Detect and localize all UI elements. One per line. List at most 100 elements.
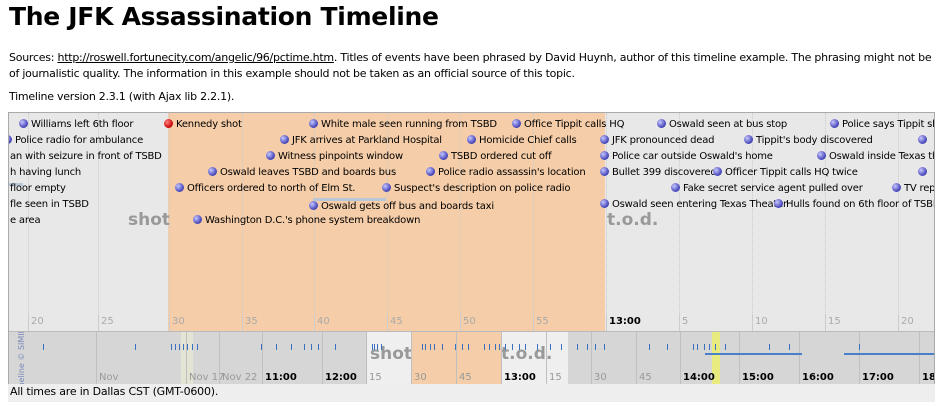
- overview-event-marker: [276, 344, 277, 350]
- overview-tick: 13:00: [501, 332, 536, 385]
- event-dot-icon: [817, 151, 826, 160]
- event-label: TV rep: [904, 183, 934, 194]
- timeline-event[interactable]: Washington D.C.'s phone system breakdown: [193, 214, 420, 228]
- timeline-event[interactable]: Williams left 6th floor: [19, 118, 133, 132]
- overview-event-marker: [595, 344, 596, 350]
- timeline-event[interactable]: an with seizure in front of TSBD: [10, 150, 162, 164]
- timeline-event[interactable]: Suspect's description on police radio: [382, 182, 571, 196]
- time-tick: 5: [679, 315, 688, 331]
- event-duration-bar: [313, 198, 386, 201]
- overview-visible-window[interactable]: [712, 332, 720, 385]
- timeline-event[interactable]: Witness pinpoints window: [266, 150, 403, 164]
- timeline-event[interactable]: JFK arrives at Parkland Hospital: [280, 134, 442, 148]
- timeline-event[interactable]: Hulls found on 6th floor of TSBD: [774, 198, 934, 212]
- event-label: Officer Tippit calls HQ twice: [725, 167, 858, 178]
- timeline-event[interactable]: Oswald leaves TSBD and boards bus: [208, 166, 396, 180]
- timeline-event[interactable]: TSBD ordered cut off: [439, 150, 552, 164]
- event-label: Oswald seen entering Texas Theater: [612, 199, 787, 210]
- timeline-event[interactable]: Police radio for ambulance: [9, 134, 143, 148]
- timeline-event[interactable]: Police car outside Oswald's home: [600, 150, 773, 164]
- timeline-event[interactable]: TV rep: [892, 182, 934, 196]
- overview-duration-line: [705, 353, 802, 355]
- overview-tick: Nov 22: [219, 332, 257, 385]
- detail-band[interactable]: shot t.o.d. 20 25 30 35 40 45 50 55 13:00 5 10 15 20…: [9, 113, 934, 331]
- overview-duration-line: [844, 353, 934, 355]
- event-dot-icon: [600, 167, 609, 176]
- overview-event-marker: [197, 344, 198, 350]
- event-label: Homicide Chief calls: [479, 135, 577, 146]
- overview-event-marker: [519, 344, 520, 350]
- timeline-event[interactable]: [918, 134, 930, 148]
- grid-line: [606, 113, 607, 331]
- overview-tick: 18:: [919, 332, 934, 385]
- timeline-event[interactable]: Kennedy shot: [164, 118, 242, 132]
- event-dot-icon: [266, 151, 275, 160]
- time-tick: 35: [242, 315, 258, 331]
- overview-tick-label: 45: [639, 372, 652, 383]
- overview-tick: 15:00: [739, 332, 774, 385]
- overview-tick-label: 14:00: [683, 372, 715, 383]
- time-tick: 50: [460, 315, 476, 331]
- overview-event-marker: [179, 344, 180, 350]
- timeline-event[interactable]: e area: [10, 214, 41, 228]
- timeline-event[interactable]: Fake secret service agent pulled over: [671, 182, 863, 196]
- overview-event-marker: [434, 344, 435, 350]
- overview-event-marker: [587, 344, 588, 350]
- event-dot-icon: [830, 119, 839, 128]
- timeline-event[interactable]: Oswald inside Texas the: [817, 150, 934, 164]
- intro-paragraph: Sources: http://roswell.fortunecity.com/…: [9, 50, 934, 82]
- red-event-dot-icon: [164, 119, 173, 128]
- event-label: Office Tippit calls HQ: [524, 119, 625, 130]
- overview-event-marker: [135, 344, 136, 350]
- timeline-event[interactable]: Police says Tippit sh: [830, 118, 934, 132]
- sources-link[interactable]: http://roswell.fortunecity.com/angelic/9…: [57, 51, 334, 64]
- overview-tick-label: 12:00: [325, 372, 357, 383]
- overview-event-marker: [499, 344, 500, 350]
- grid-line: [242, 113, 243, 331]
- timeline-event[interactable]: [918, 166, 930, 180]
- timeline-event[interactable]: Officers ordered to north of Elm St.: [175, 182, 355, 196]
- overview-tick: 12:00: [322, 332, 357, 385]
- event-label: Witness pinpoints window: [278, 151, 403, 162]
- event-label: JFK pronounced dead: [612, 135, 715, 146]
- timeline-event[interactable]: Bullet 399 discovered: [600, 166, 717, 180]
- grid-line: [387, 113, 388, 331]
- overview-highlight: [181, 332, 193, 385]
- overview-event-marker: [577, 344, 578, 350]
- event-dot-icon: [309, 201, 318, 210]
- event-dot-icon: [671, 183, 680, 192]
- timeline-event[interactable]: Homicide Chief calls: [467, 134, 577, 148]
- overview-event-marker: [192, 344, 193, 350]
- overview-band[interactable]: shot t.o.d. Nov Nov 17 Nov 22 11:00 12:00 15 3…: [9, 331, 934, 385]
- timeline-event[interactable]: Oswald gets off bus and boards taxi: [309, 200, 494, 214]
- timeline-event[interactable]: fle seen in TSBD: [10, 198, 89, 212]
- event-dot-icon: [175, 183, 184, 192]
- timeline[interactable]: shot t.o.d. 20 25 30 35 40 45 50 55 13:00 5 10 15 20…: [8, 112, 935, 386]
- timeline-event[interactable]: Oswald seen entering Texas Theater: [600, 198, 787, 212]
- overview-tick-label: 15: [369, 372, 382, 383]
- event-label: floor empty: [10, 183, 66, 194]
- timeline-event[interactable]: floor empty: [10, 182, 66, 196]
- timeline-event[interactable]: Police radio assassin's location: [426, 166, 586, 180]
- timeline-event[interactable]: Office Tippit calls HQ: [512, 118, 624, 132]
- event-dot-icon: [774, 199, 783, 208]
- event-duration-bar: [9, 183, 23, 186]
- timeline-event[interactable]: h having lunch: [10, 166, 81, 180]
- overview-event-marker: [291, 344, 292, 350]
- timeline-event[interactable]: Tippit's body discovered: [744, 134, 873, 148]
- time-tick: 25: [98, 315, 114, 331]
- overview-event-marker: [430, 344, 431, 350]
- overview-event-marker: [697, 344, 698, 350]
- timeline-event[interactable]: Officer Tippit calls HQ twice: [713, 166, 858, 180]
- event-label: Washington D.C.'s phone system breakdown: [205, 215, 421, 226]
- timeline-event[interactable]: White male seen running from TSBD: [309, 118, 497, 132]
- overview-event-marker: [561, 344, 562, 350]
- grid-line: [898, 113, 899, 331]
- overview-tick: 14:00: [680, 332, 715, 385]
- event-label: Oswald inside Texas the: [829, 151, 934, 162]
- overview-event-marker: [175, 344, 176, 350]
- timeline-event[interactable]: JFK pronounced dead: [600, 134, 714, 148]
- overview-tick: 45: [456, 332, 472, 385]
- timeline-event[interactable]: Oswald seen at bus stop: [657, 118, 787, 132]
- overview-event-marker: [667, 344, 668, 350]
